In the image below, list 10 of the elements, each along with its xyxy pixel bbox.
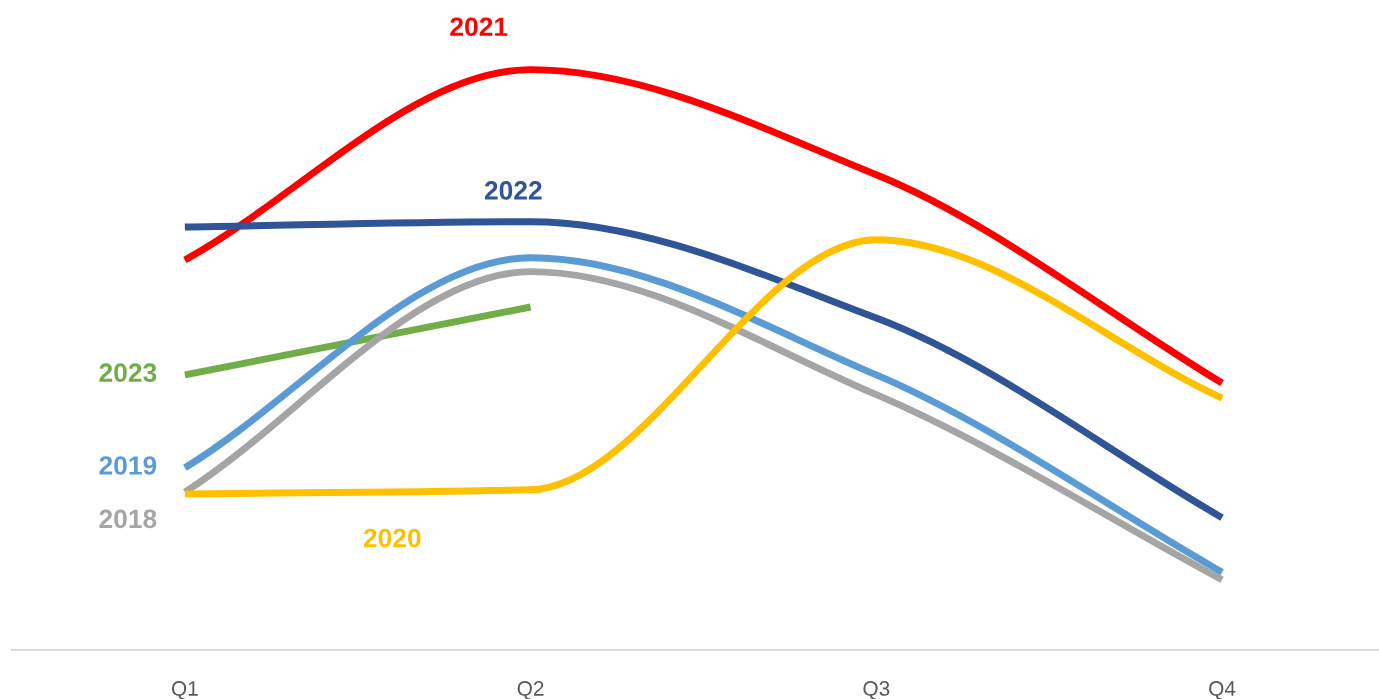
series-label: 2023 <box>99 363 157 383</box>
series-label: 2018 <box>99 509 157 529</box>
x-tick-label: Q3 <box>863 681 890 699</box>
x-tick-label: Q2 <box>517 681 544 699</box>
x-tick-label: Q4 <box>1209 681 1236 699</box>
series-label: 2020 <box>363 528 421 548</box>
series-label: 2022 <box>484 181 542 200</box>
series-label: 2021 <box>450 17 508 37</box>
x-tick-label: Q1 <box>171 681 198 699</box>
series-label: 2019 <box>99 456 157 475</box>
